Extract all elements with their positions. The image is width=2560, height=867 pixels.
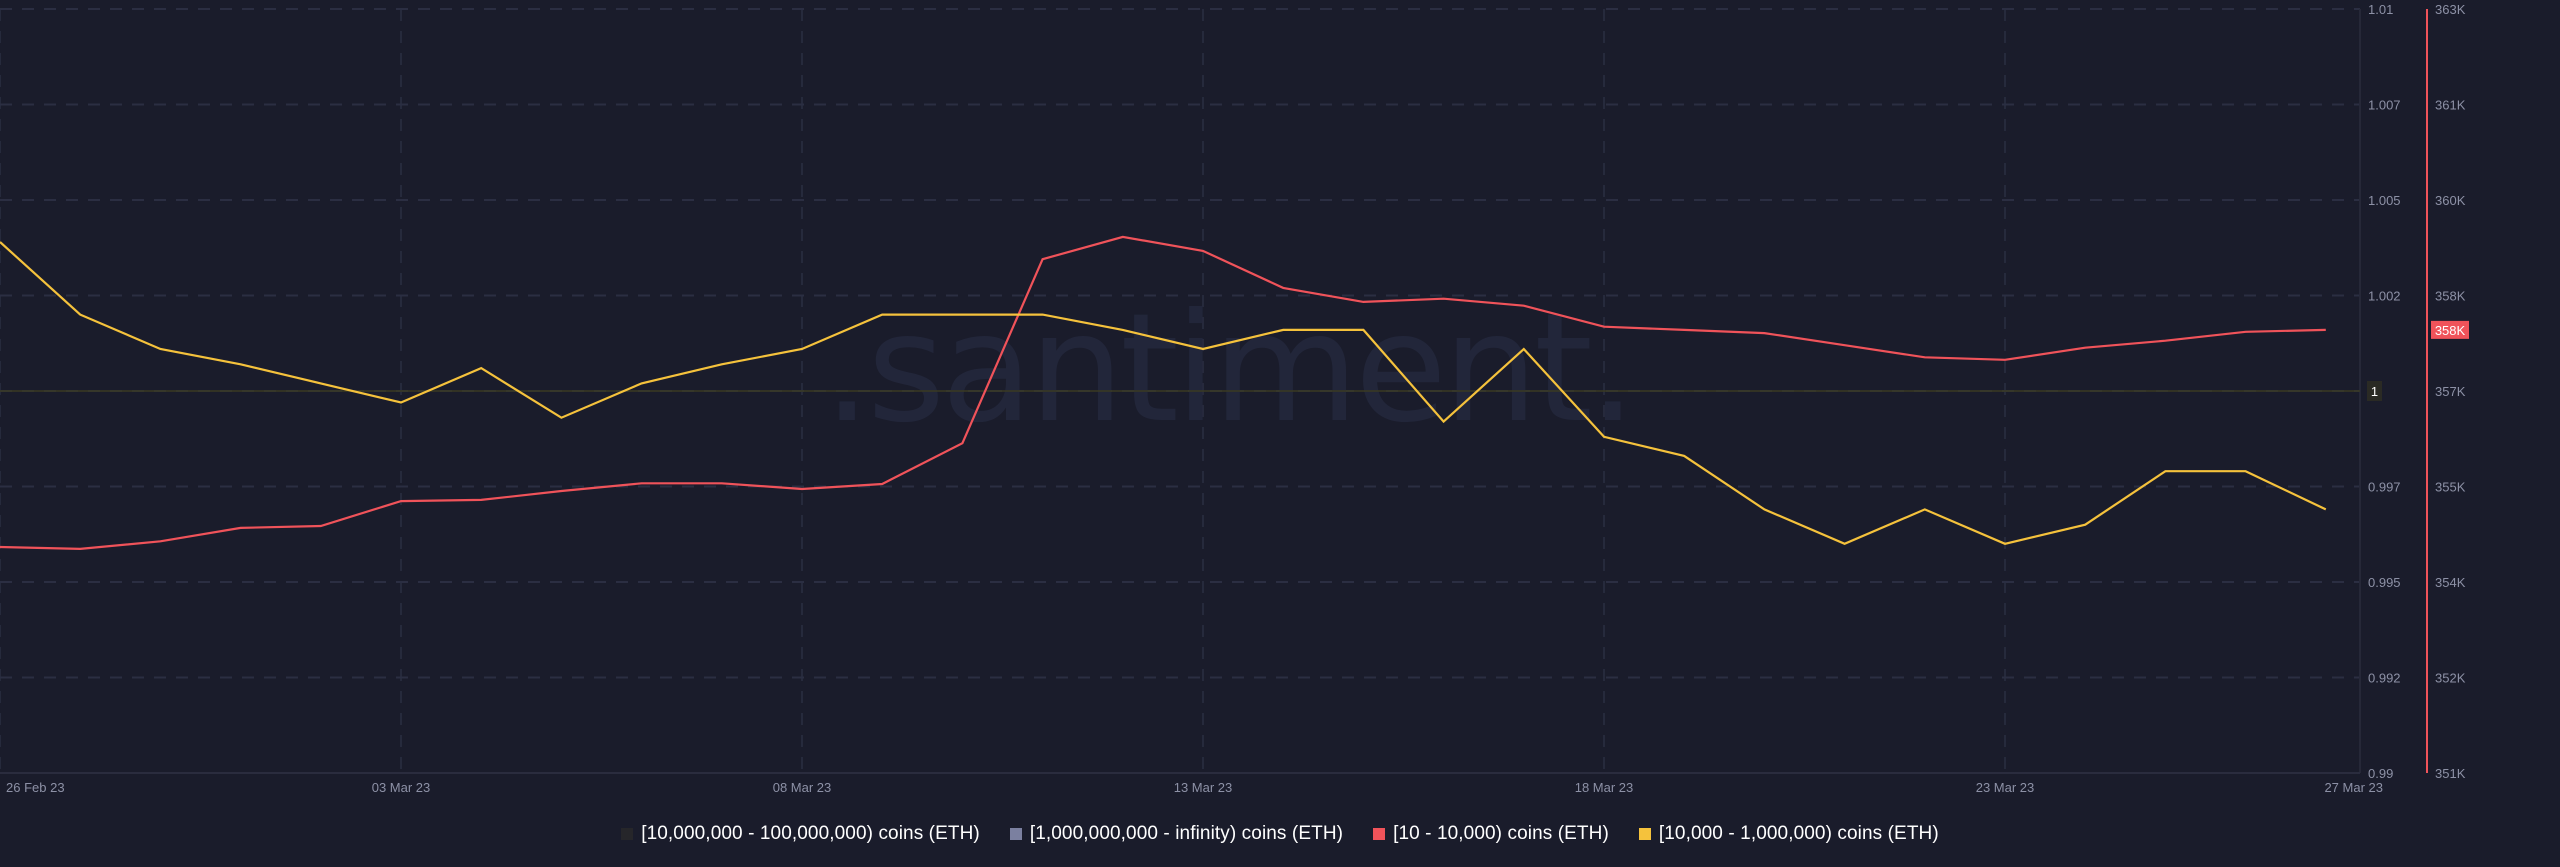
left-axis-tick-label: 0.997 — [2368, 480, 2401, 495]
legend-item-10-10k[interactable]: [10 - 10,000) coins (ETH) — [1373, 823, 1609, 845]
right-axis-tick-label: 360K — [2435, 193, 2466, 208]
last-value-badge-label: 358K — [2435, 323, 2466, 338]
right-axis-tick-label: 361K — [2435, 98, 2466, 113]
right-axis-tick-label: 352K — [2435, 671, 2466, 686]
left-axis-tick-label: 0.992 — [2368, 671, 2401, 686]
left-y-axis: 1.01 1.007 1.005 1.002 1 0.997 0.995 0.992 0.99 — [2367, 2, 2401, 781]
legend-label: [1,000,000,000 - infinity) coins (ETH) — [1029, 823, 1344, 844]
left-axis-current-label: 1 — [2371, 384, 2378, 399]
series-line-1 — [0, 241, 2327, 545]
left-axis-tick-label: 1.007 — [2368, 98, 2401, 113]
x-axis-tick-label: 26 Feb 23 — [6, 780, 65, 795]
right-axis-tick-label: 363K — [2435, 2, 2466, 17]
x-axis-tick-label: 03 Mar 23 — [372, 780, 431, 795]
x-axis-tick-label: 18 Mar 23 — [1575, 780, 1634, 795]
last-value-badge — [2431, 320, 2469, 339]
legend-swatch-icon — [1009, 828, 1022, 840]
legend-swatch-icon — [1373, 828, 1386, 840]
current-value-badge — [2367, 381, 2382, 401]
series-line-0 — [0, 235, 2326, 551]
right-axis-tick-label: 351K — [2435, 766, 2466, 781]
legend-item-10k-1m[interactable]: [10,000 - 1,000,000) coins (ETH) — [1638, 823, 1939, 845]
right-axis-tick-label: 355K — [2435, 480, 2466, 495]
legend-label: [10 - 10,000) coins (ETH) — [1393, 823, 1609, 844]
legend-swatch-icon — [621, 828, 634, 840]
legend-label: [10,000 - 1,000,000) coins (ETH) — [1658, 823, 1939, 844]
right-axis-tick-label: 358K — [2435, 289, 2466, 304]
x-axis-tick-label: 27 Mar 23 — [2324, 780, 2383, 795]
santiment-watermark: .santiment. — [823, 282, 1632, 456]
line-chart-plot[interactable]: .santiment. 1.01 1.007 1.005 1.002 1 0.997 0.9… — [0, 0, 2560, 818]
legend-item-1b-infinity[interactable]: [1,000,000,000 - infinity) coins (ETH) — [1009, 823, 1344, 845]
x-axis-tick-label: 13 Mar 23 — [1174, 780, 1233, 795]
left-axis-tick-label: 1.005 — [2368, 193, 2401, 208]
left-axis-tick-label: 0.99 — [2368, 766, 2393, 781]
right-axis-tick-label: 354K — [2435, 575, 2466, 590]
left-axis-tick-label: 1.01 — [2368, 2, 2393, 17]
legend-swatch-icon — [1638, 828, 1651, 840]
x-axis-tick-label: 23 Mar 23 — [1976, 780, 2035, 795]
left-axis-tick-label: 1.002 — [2368, 289, 2401, 304]
left-axis-tick-label: 0.995 — [2368, 575, 2401, 590]
chart-legend: [10,000,000 - 100,000,000) coins (ETH) [… — [0, 818, 2560, 850]
legend-label: [10,000,000 - 100,000,000) coins (ETH) — [641, 823, 980, 844]
right-y-axis: 363K 361K 360K 358K 357K 355K 354K 352K 351K 358K — [2426, 2, 2469, 781]
legend-item-10m-100m[interactable]: [10,000,000 - 100,000,000) coins (ETH) — [621, 823, 980, 845]
series-lines — [0, 235, 2327, 551]
right-axis-tick-label: 357K — [2435, 384, 2466, 399]
x-axis-tick-label: 08 Mar 23 — [773, 780, 832, 795]
x-axis: 26 Feb 23 03 Mar 23 08 Mar 23 13 Mar 23 18 M… — [6, 780, 2383, 795]
